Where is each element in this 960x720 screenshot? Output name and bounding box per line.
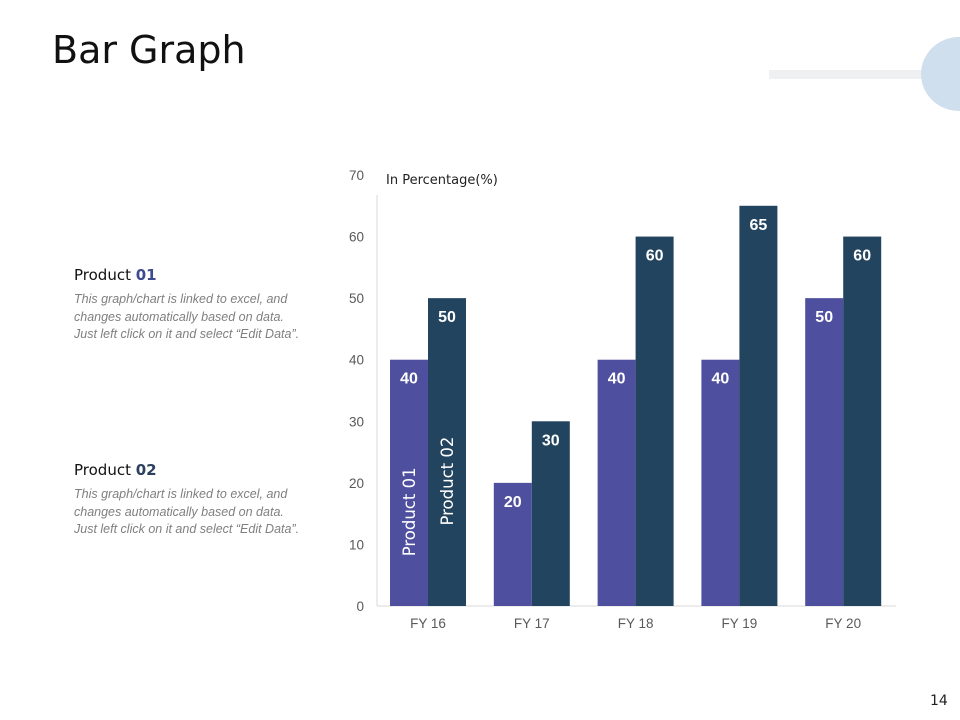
x-tick-label: FY 18 bbox=[618, 616, 654, 631]
series-label: Product 01 bbox=[400, 467, 419, 556]
y-tick-label: 60 bbox=[349, 230, 364, 245]
bar-product-02-fy-17 bbox=[531, 421, 570, 606]
bar-product-01-fy-17 bbox=[493, 482, 532, 606]
unit-label: In Percentage(%) bbox=[386, 173, 498, 188]
bar-product-01-fy-18 bbox=[597, 359, 636, 606]
y-tick-label: 30 bbox=[349, 414, 364, 429]
y-tick-label: 0 bbox=[356, 599, 364, 614]
legend-product-01-description: This graph/chart is linked to excel, and… bbox=[74, 292, 300, 341]
legend-product-01: Product 01 This graph/chart is linked to… bbox=[74, 266, 304, 344]
page-number: 14 bbox=[930, 693, 948, 709]
data-label: 40 bbox=[400, 371, 418, 388]
bar-product-02-fy-20 bbox=[843, 236, 882, 607]
y-tick-label: 70 bbox=[349, 168, 364, 183]
data-label: 40 bbox=[712, 371, 730, 388]
bar-product-02-fy-19 bbox=[739, 205, 778, 607]
x-tick-label: FY 17 bbox=[514, 616, 550, 631]
legend-product-02-description: This graph/chart is linked to excel, and… bbox=[74, 487, 300, 536]
data-label: 60 bbox=[646, 248, 664, 265]
y-tick-label: 10 bbox=[349, 537, 364, 552]
x-tick-label: FY 20 bbox=[825, 616, 861, 631]
series-label: Product 02 bbox=[438, 437, 457, 526]
slide-title: Bar Graph bbox=[52, 28, 246, 72]
bar-product-01-fy-19 bbox=[701, 359, 740, 606]
bar-product-02-fy-16 bbox=[428, 298, 466, 606]
legend-product-01-title-text: Product bbox=[74, 266, 136, 284]
y-tick-label: 40 bbox=[349, 353, 364, 368]
bar-product-01-fy-16 bbox=[390, 359, 428, 606]
data-label: 65 bbox=[750, 217, 768, 234]
legend-product-02: Product 02 This graph/chart is linked to… bbox=[74, 461, 304, 539]
bar-product-02-fy-18 bbox=[635, 236, 674, 607]
legend-product-02-title-text: Product bbox=[74, 461, 136, 479]
legend-product-01-title: Product 01 bbox=[74, 266, 304, 284]
legend-product-02-title: Product 02 bbox=[74, 461, 304, 479]
legend-product-02-title-number: 02 bbox=[135, 461, 157, 479]
y-tick-label: 20 bbox=[349, 476, 364, 491]
decorative-bar bbox=[769, 70, 960, 79]
data-label: 40 bbox=[608, 371, 626, 388]
data-label: 50 bbox=[438, 309, 456, 326]
bar-product-01-fy-20 bbox=[805, 298, 844, 606]
data-label: 20 bbox=[504, 494, 522, 511]
x-tick-label: FY 19 bbox=[722, 616, 758, 631]
data-label: 60 bbox=[853, 248, 871, 265]
y-tick-label: 50 bbox=[349, 291, 364, 306]
legend-product-01-title-number: 01 bbox=[135, 266, 157, 284]
x-tick-label: FY 16 bbox=[410, 616, 446, 631]
data-label: 50 bbox=[815, 309, 833, 326]
data-label: 30 bbox=[542, 432, 560, 449]
